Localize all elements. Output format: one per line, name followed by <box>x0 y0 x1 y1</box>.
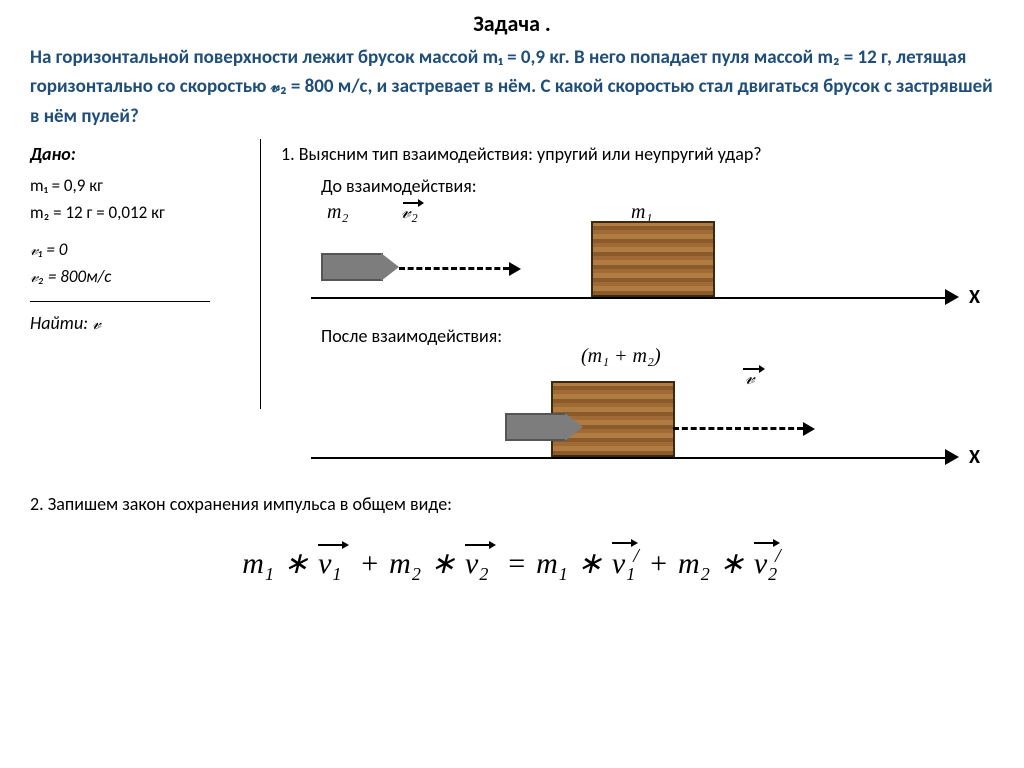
vertical-divider <box>260 139 261 409</box>
given-v2: 𝓋₂ = 800м/с <box>30 266 260 287</box>
label-m2: m₂ <box>327 201 348 224</box>
given-m1: m₁ = 0,9 кг <box>30 175 260 196</box>
find-line: Найти: 𝓋 <box>30 312 260 334</box>
axis-x-after: X <box>969 445 980 469</box>
axis-x-before: X <box>969 285 980 309</box>
given-m2: m₂ = 12 г = 0,012 кг <box>30 202 260 223</box>
step2-text: 2. Запишем закон сохранения импульса в о… <box>30 493 994 515</box>
page-title: Задача . <box>30 10 994 37</box>
bullet-motion-arrow <box>399 267 509 270</box>
before-label: До взаимодействия: <box>321 175 994 197</box>
solution-block: 1. Выясним тип взаимодействия: упругий и… <box>281 139 994 481</box>
problem-statement: На горизонтальной поверхности лежит брус… <box>30 43 994 131</box>
given-v1: 𝓋₁ = 0 <box>30 239 260 260</box>
after-label: После взаимодействия: <box>321 325 994 347</box>
question-type: 1. Выясним тип взаимодействия: упругий и… <box>281 143 994 165</box>
bullet-before <box>321 253 383 281</box>
diagram-after: (m₁ + m₂) 𝓋 X <box>291 351 994 481</box>
axis-before <box>311 297 951 299</box>
label-m1m2: (m₁ + m₂) <box>581 345 661 368</box>
given-heading: Дано: <box>30 143 260 165</box>
axis-arrow-before <box>945 289 959 305</box>
label-v: 𝓋 <box>741 367 759 390</box>
diagram-before: m₂ 𝓋₂ m₁ X <box>291 201 994 321</box>
momentum-formula: m1 ∗ v1 + m2 ∗ v2 = m1 ∗ v1/ + m2 ∗ v2/ <box>30 537 994 585</box>
combined-motion-arrow <box>673 427 803 430</box>
axis-after <box>311 457 951 459</box>
given-divider <box>30 301 210 302</box>
bullet-after <box>505 413 567 441</box>
block-before <box>591 221 715 297</box>
given-block: Дано: m₁ = 0,9 кг m₂ = 12 г = 0,012 кг 𝓋… <box>30 139 260 481</box>
label-v2: 𝓋₂ <box>401 201 418 224</box>
axis-arrow-after <box>945 449 959 465</box>
